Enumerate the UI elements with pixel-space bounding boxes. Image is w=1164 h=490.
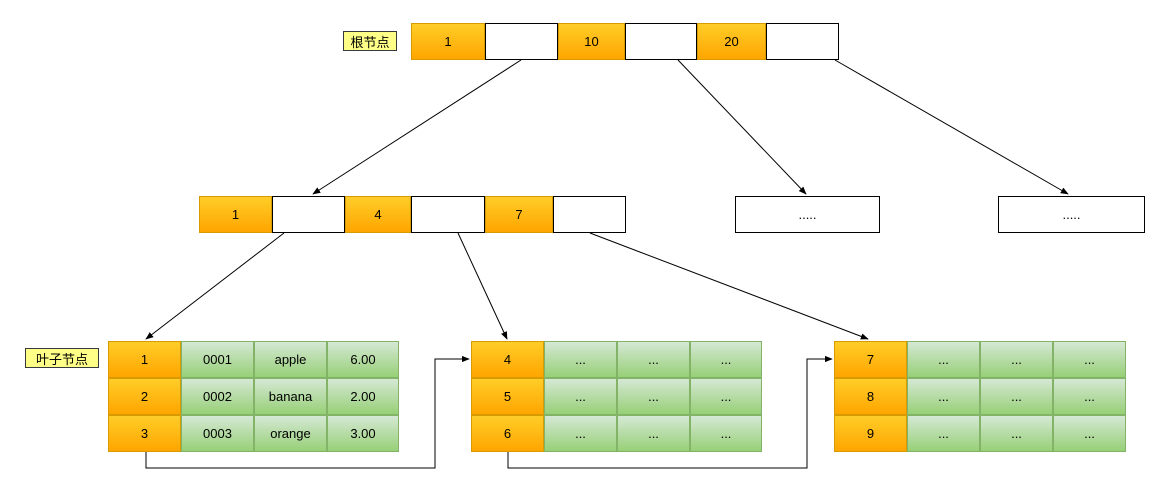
- leaf-data-cell: ...: [690, 378, 762, 415]
- leaf-key-cell: 8: [834, 378, 907, 415]
- leaf-data-cell: ...: [980, 415, 1053, 452]
- leaf-data-cell: ...: [980, 341, 1053, 378]
- leaf-data-cell: ...: [1053, 415, 1126, 452]
- root-to-placeholder-arrow: [834, 59, 1069, 195]
- internal-to-leaf-arrow: [589, 232, 869, 340]
- leaf-key-cell: 9: [834, 415, 907, 452]
- leaf-key-cell: 4: [471, 341, 544, 378]
- root-pointer-cell: [485, 23, 558, 60]
- leaf-data-cell: 0003: [181, 415, 254, 452]
- leaf-data-cell: 0001: [181, 341, 254, 378]
- leaf-data-cell: ...: [1053, 378, 1126, 415]
- placeholder-node: .....: [998, 196, 1145, 233]
- leaf-data-cell: ...: [907, 415, 980, 452]
- leaf-data-cell: ...: [907, 341, 980, 378]
- root-pointer-cell: [625, 23, 697, 60]
- leaf-key-cell: 1: [108, 341, 181, 378]
- leaf-key-cell: 2: [108, 378, 181, 415]
- leaf-key-cell: 3: [108, 415, 181, 452]
- leaf-key-cell: 7: [834, 341, 907, 378]
- root-to-placeholder-arrow: [677, 59, 807, 195]
- leaf-link-arrow: [145, 355, 470, 469]
- leaf-data-cell: 0002: [181, 378, 254, 415]
- leaf-data-cell: banana: [254, 378, 327, 415]
- internal-key-cell: 7: [485, 196, 553, 233]
- leaf-data-cell: ...: [617, 341, 690, 378]
- leaf-data-cell: ...: [690, 415, 762, 452]
- leaf-data-cell: ...: [544, 378, 617, 415]
- leaf-data-cell: apple: [254, 341, 327, 378]
- leaf-node-label: 叶子节点: [25, 348, 99, 368]
- root-key-cell: 1: [411, 23, 485, 60]
- leaf-data-cell: 6.00: [327, 341, 399, 378]
- leaf-data-cell: orange: [254, 415, 327, 452]
- leaf-key-cell: 5: [471, 378, 544, 415]
- root-pointer-cell: [766, 23, 839, 60]
- leaf-data-cell: ...: [617, 378, 690, 415]
- internal-key-cell: 4: [345, 196, 411, 233]
- internal-to-leaf-arrow: [145, 232, 285, 340]
- leaf-data-cell: ...: [907, 378, 980, 415]
- leaf-data-cell: 3.00: [327, 415, 399, 452]
- internal-pointer-cell: [411, 196, 485, 233]
- leaf-data-cell: ...: [544, 341, 617, 378]
- root-to-internal-arrow: [312, 59, 522, 195]
- internal-pointer-cell: [272, 196, 345, 233]
- internal-to-leaf-arrow: [457, 232, 508, 340]
- internal-pointer-cell: [553, 196, 626, 233]
- leaf-data-cell: ...: [690, 341, 762, 378]
- internal-key-cell: 1: [199, 196, 272, 233]
- placeholder-node: .....: [735, 196, 880, 233]
- leaf-link-arrow: [507, 355, 833, 469]
- root-key-cell: 20: [697, 23, 766, 60]
- root-key-cell: 10: [558, 23, 625, 60]
- leaf-data-cell: ...: [617, 415, 690, 452]
- leaf-data-cell: ...: [1053, 341, 1126, 378]
- root-node-label: 根节点: [343, 31, 397, 51]
- leaf-data-cell: ...: [980, 378, 1053, 415]
- leaf-data-cell: 2.00: [327, 378, 399, 415]
- leaf-data-cell: ...: [544, 415, 617, 452]
- leaf-key-cell: 6: [471, 415, 544, 452]
